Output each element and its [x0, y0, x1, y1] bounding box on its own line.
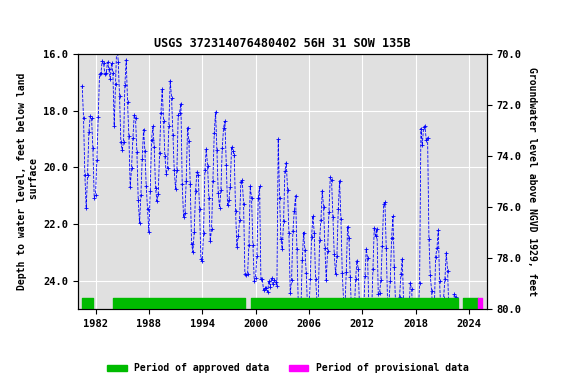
- Y-axis label: Groundwater level above NGVD 1929, feet: Groundwater level above NGVD 1929, feet: [527, 67, 537, 296]
- Title: USGS 372314076480402 56H 31 SOW 135B: USGS 372314076480402 56H 31 SOW 135B: [154, 37, 411, 50]
- Legend: Period of approved data, Period of provisional data: Period of approved data, Period of provi…: [103, 359, 473, 377]
- Y-axis label: Depth to water level, feet below land
 surface: Depth to water level, feet below land su…: [17, 73, 39, 290]
